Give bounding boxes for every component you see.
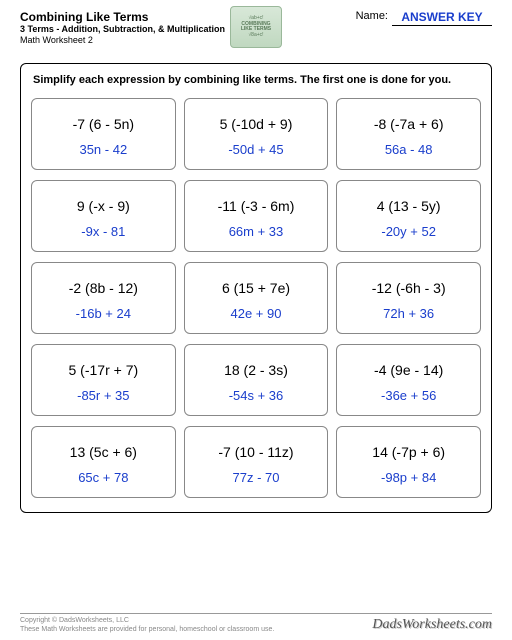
- problem-cell: 14 (-7p + 6) -98p + 84: [336, 426, 481, 498]
- answer: 56a - 48: [341, 142, 476, 157]
- answer: -16b + 24: [36, 306, 171, 321]
- expression: -4 (9e - 14): [341, 362, 476, 378]
- problem-cell: -2 (8b - 12) -16b + 24: [31, 262, 176, 334]
- answer: 42e + 90: [189, 306, 324, 321]
- problem-cell: 9 (-x - 9) -9x - 81: [31, 180, 176, 252]
- answer: 65c + 78: [36, 470, 171, 485]
- copyright-text: Copyright © DadsWorksheets, LLC: [20, 617, 274, 625]
- header-right: Name: ANSWER KEY: [356, 10, 492, 45]
- problem-cell: 13 (5c + 6) 65c + 78: [31, 426, 176, 498]
- answer: -85r + 35: [36, 388, 171, 403]
- expression: 9 (-x - 9): [36, 198, 171, 214]
- problem-cell: -4 (9e - 14) -36e + 56: [336, 344, 481, 416]
- expression: 5 (-17r + 7): [36, 362, 171, 378]
- answer: -9x - 81: [36, 224, 171, 239]
- expression: -8 (-7a + 6): [341, 116, 476, 132]
- answer: -20y + 52: [341, 224, 476, 239]
- answer: 35n - 42: [36, 142, 171, 157]
- problem-cell: 18 (2 - 3s) -54s + 36: [184, 344, 329, 416]
- answer: 66m + 33: [189, 224, 324, 239]
- problem-cell: -7 (10 - 11z) 77z - 70: [184, 426, 329, 498]
- problem-cell: 4 (13 - 5y) -20y + 52: [336, 180, 481, 252]
- answer: -36e + 56: [341, 388, 476, 403]
- footer-brand: DadsWorksheets.com: [372, 617, 492, 633]
- expression: -2 (8b - 12): [36, 280, 171, 296]
- problem-cell: 5 (-17r + 7) -85r + 35: [31, 344, 176, 416]
- expression: -12 (-6h - 3): [341, 280, 476, 296]
- answer: -54s + 36: [189, 388, 324, 403]
- expression: 13 (5c + 6): [36, 444, 171, 460]
- expression: -11 (-3 - 6m): [189, 198, 324, 214]
- problem-cell: -11 (-3 - 6m) 66m + 33: [184, 180, 329, 252]
- name-label: Name:: [356, 10, 388, 22]
- answer: -50d + 45: [189, 142, 324, 157]
- expression: 18 (2 - 3s): [189, 362, 324, 378]
- problem-grid: -7 (6 - 5n) 35n - 42 5 (-10d + 9) -50d + 4…: [31, 98, 481, 498]
- problem-cell: -8 (-7a + 6) 56a - 48: [336, 98, 481, 170]
- problem-cell: -7 (6 - 5n) 35n - 42: [31, 98, 176, 170]
- worksheet-body: Simplify each expression by combining li…: [20, 63, 492, 513]
- answer: 72h + 36: [341, 306, 476, 321]
- expression: -7 (10 - 11z): [189, 444, 324, 460]
- problem-cell: -12 (-6h - 3) 72h + 36: [336, 262, 481, 334]
- expression: -7 (6 - 5n): [36, 116, 171, 132]
- header-left: Combining Like Terms 3 Terms - Addition,…: [20, 10, 356, 45]
- expression: 4 (13 - 5y): [341, 198, 476, 214]
- answer: -98p + 84: [341, 470, 476, 485]
- answer: 77z - 70: [189, 470, 324, 485]
- worksheet-subtitle: 3 Terms - Addition, Subtraction, & Multi…: [20, 24, 356, 34]
- worksheet-footer: Copyright © DadsWorksheets, LLC These Ma…: [20, 613, 492, 634]
- logo-symbols-bottom: √8a+c!: [248, 33, 263, 39]
- problem-cell: 6 (15 + 7e) 42e + 90: [184, 262, 329, 334]
- name-value: ANSWER KEY: [392, 10, 492, 26]
- expression: 14 (-7p + 6): [341, 444, 476, 460]
- footer-copyright: Copyright © DadsWorksheets, LLC These Ma…: [20, 617, 274, 634]
- problem-cell: 5 (-10d + 9) -50d + 45: [184, 98, 329, 170]
- logo-badge: √ab+c! COMBINING LIKE TERMS √8a+c!: [230, 6, 282, 48]
- worksheet-number: Math Worksheet 2: [20, 35, 356, 45]
- instructions: Simplify each expression by combining li…: [31, 74, 481, 86]
- expression: 6 (15 + 7e): [189, 280, 324, 296]
- worksheet-title: Combining Like Terms: [20, 10, 356, 24]
- usage-text: These Math Worksheets are provided for p…: [20, 626, 274, 634]
- expression: 5 (-10d + 9): [189, 116, 324, 132]
